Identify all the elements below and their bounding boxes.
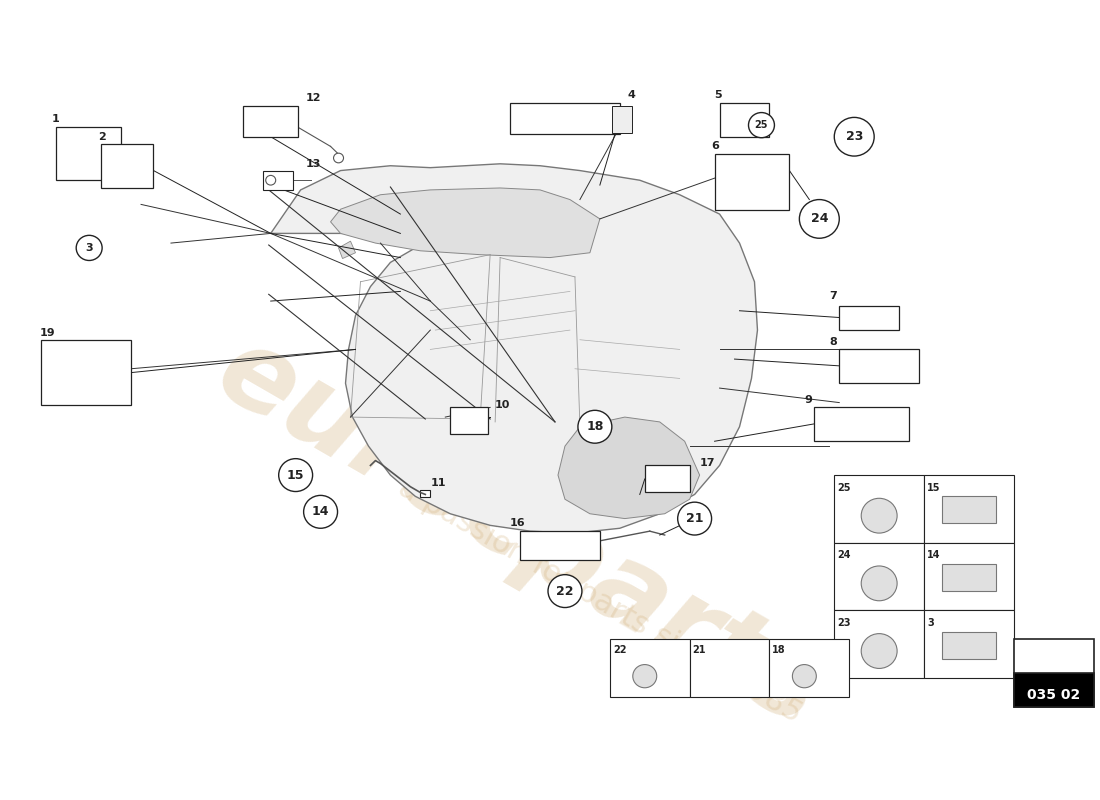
Polygon shape (271, 164, 758, 533)
Text: 14: 14 (311, 506, 329, 518)
Text: a passion for parts since 1985: a passion for parts since 1985 (393, 473, 806, 729)
Bar (450, 407, 488, 434)
Bar (839, 350, 920, 383)
Text: 3: 3 (86, 243, 94, 253)
Circle shape (76, 235, 102, 261)
Bar (609, 639, 690, 698)
Text: 18: 18 (586, 420, 604, 434)
Text: 14: 14 (927, 550, 940, 561)
Circle shape (800, 199, 839, 238)
Text: 22: 22 (557, 585, 574, 598)
Circle shape (748, 113, 774, 138)
Circle shape (861, 498, 898, 533)
Bar (690, 639, 769, 698)
Bar (420, 490, 430, 498)
Text: 4: 4 (628, 90, 636, 100)
Text: 22: 22 (613, 646, 626, 655)
Text: 13: 13 (306, 159, 321, 169)
Text: 8: 8 (829, 337, 837, 346)
Text: 18: 18 (772, 646, 786, 655)
Text: 25: 25 (755, 120, 768, 130)
Text: 9: 9 (804, 394, 812, 405)
Text: 15: 15 (927, 483, 940, 493)
Text: 17: 17 (700, 458, 715, 469)
Text: 16: 16 (510, 518, 526, 529)
Circle shape (792, 665, 816, 688)
Bar (56, 127, 121, 180)
Text: 11: 11 (430, 478, 446, 488)
Text: 19: 19 (40, 328, 55, 338)
Bar (520, 531, 600, 560)
Bar (719, 103, 769, 137)
Circle shape (578, 410, 612, 443)
Bar (834, 475, 924, 542)
Bar (263, 170, 293, 190)
Text: 1: 1 (52, 114, 59, 124)
Polygon shape (339, 241, 355, 258)
Circle shape (266, 175, 276, 185)
Text: 5: 5 (715, 90, 723, 100)
Bar (510, 103, 619, 134)
Bar (612, 106, 631, 133)
Polygon shape (331, 188, 600, 258)
Bar (769, 639, 849, 698)
Text: 21: 21 (693, 646, 706, 655)
Bar (814, 407, 909, 442)
Text: 035 02: 035 02 (1027, 687, 1080, 702)
Text: 21: 21 (686, 512, 703, 525)
Circle shape (548, 574, 582, 607)
Circle shape (861, 634, 898, 669)
Circle shape (678, 502, 712, 535)
Polygon shape (558, 417, 700, 518)
Text: 15: 15 (287, 469, 305, 482)
Circle shape (861, 566, 898, 601)
Bar (715, 154, 790, 210)
Bar (42, 340, 131, 406)
Text: 6: 6 (712, 142, 719, 151)
Bar (1014, 639, 1093, 707)
Bar (839, 306, 899, 330)
Circle shape (632, 665, 657, 688)
Bar (645, 466, 690, 493)
Text: 24: 24 (837, 550, 850, 561)
Text: 23: 23 (837, 618, 850, 628)
Bar (942, 632, 996, 658)
Text: 23: 23 (846, 130, 862, 143)
Bar (834, 542, 924, 610)
Circle shape (333, 153, 343, 163)
Bar (1014, 674, 1093, 707)
Circle shape (834, 118, 874, 156)
Bar (101, 145, 153, 188)
Circle shape (278, 458, 312, 491)
Bar (924, 610, 1014, 678)
Circle shape (304, 495, 338, 528)
Text: 25: 25 (837, 483, 850, 493)
Bar (924, 475, 1014, 542)
Bar (834, 610, 924, 678)
Text: 10: 10 (495, 401, 510, 410)
Text: eurocparts: eurocparts (199, 317, 842, 750)
Text: 3: 3 (927, 618, 934, 628)
Text: 24: 24 (811, 213, 828, 226)
Text: 12: 12 (306, 93, 321, 103)
Text: 2: 2 (98, 132, 106, 142)
Bar (924, 542, 1014, 610)
Bar (942, 564, 996, 591)
Text: 7: 7 (829, 291, 837, 302)
Bar (942, 496, 996, 523)
Bar (243, 106, 298, 137)
